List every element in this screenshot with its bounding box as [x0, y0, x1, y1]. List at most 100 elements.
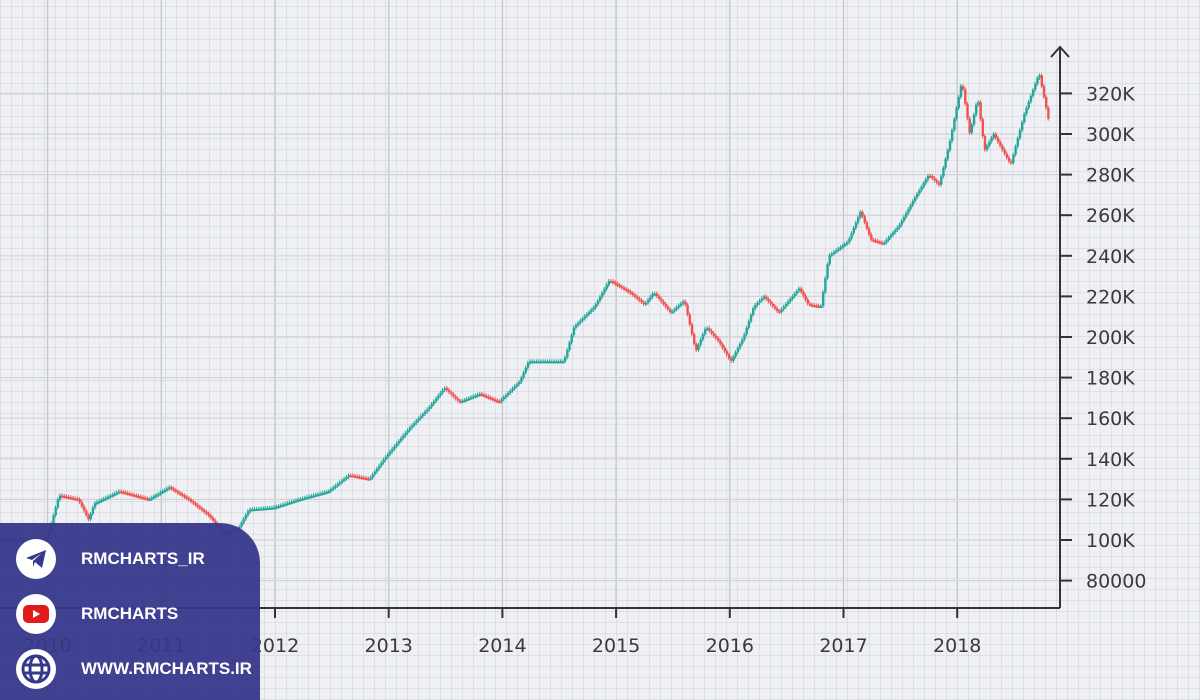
candle-up [830, 253, 834, 256]
candle-up [373, 471, 377, 475]
candle-down [714, 335, 718, 339]
candle-up [535, 361, 538, 364]
candle-up [839, 247, 842, 250]
candle-down [214, 520, 217, 524]
candle-down [695, 343, 698, 350]
website-link[interactable]: WWW.RMCHARTS.IR [16, 649, 252, 689]
candle-up [240, 522, 243, 527]
candle-up [382, 459, 385, 463]
candle-up [887, 237, 890, 241]
candle-up [290, 501, 294, 504]
candle-up [273, 507, 276, 510]
candle-down [771, 303, 775, 307]
candle-up [56, 499, 60, 508]
y-tick-label: 260K [1086, 205, 1135, 227]
candle-up [988, 141, 991, 146]
candle-up [959, 86, 963, 98]
telegram-link[interactable]: RMCHARTS_IR [16, 539, 205, 579]
candle-up [570, 335, 573, 343]
candle-down [710, 330, 713, 334]
candle-up [1018, 130, 1022, 139]
y-tick-label: 160K [1086, 408, 1135, 430]
candle-down [964, 89, 967, 104]
candle-up [594, 304, 597, 308]
candle-down [813, 305, 816, 308]
candle-up [465, 399, 468, 402]
candle-up [334, 485, 337, 488]
candle-up [338, 482, 342, 485]
candle-down [487, 396, 490, 399]
candle-down [996, 137, 1000, 142]
candle-down [61, 495, 64, 498]
candle-up [404, 432, 407, 436]
candle-up [972, 114, 976, 125]
candle-down [999, 141, 1002, 146]
candle-up [738, 343, 742, 349]
candle-up [166, 488, 169, 491]
candle-down [122, 491, 125, 494]
candle-up [98, 500, 101, 503]
candle-up [277, 505, 280, 508]
candle-up [754, 304, 757, 309]
candle-up [579, 320, 582, 323]
candle-up [782, 306, 786, 310]
candle-up [920, 186, 923, 191]
candle-up [406, 430, 409, 433]
candle-down [800, 288, 803, 292]
candle-up [262, 508, 265, 511]
telegram-icon [16, 539, 56, 579]
candle-up [537, 361, 541, 364]
candle-up [393, 446, 396, 449]
candle-down [776, 308, 779, 311]
candle-up [371, 474, 374, 478]
candle-up [675, 307, 678, 310]
candle-up [555, 361, 558, 364]
candle-up [336, 483, 339, 486]
y-tick-label: 240K [1086, 246, 1135, 268]
candle-up [413, 423, 416, 426]
candle-up [408, 427, 412, 431]
candle-up [330, 489, 333, 492]
candle-up [756, 302, 759, 305]
candle-up [266, 508, 270, 511]
candle-up [682, 301, 685, 304]
candle-down [719, 340, 722, 345]
candle-up [244, 515, 248, 519]
candle-down [496, 400, 499, 403]
candle-up [821, 292, 825, 306]
candle-down [135, 495, 138, 498]
candle-down [65, 496, 68, 499]
candle-up [605, 285, 608, 289]
candle-down [131, 494, 134, 497]
candle-up [443, 388, 447, 391]
candle-up [163, 489, 167, 492]
candle-down [623, 287, 626, 290]
candle-down [1010, 161, 1013, 164]
candle-up [347, 475, 350, 478]
candle-up [251, 509, 254, 512]
candle-up [745, 327, 748, 335]
candle-up [159, 492, 162, 495]
candle-up [524, 367, 528, 373]
candle-up [500, 399, 503, 402]
youtube-link[interactable]: RMCHARTS [16, 594, 178, 634]
candle-up [909, 205, 912, 210]
candle-up [905, 213, 908, 217]
candle-up [415, 420, 418, 424]
candle-up [598, 296, 602, 301]
candle-down [367, 478, 370, 481]
candle-down [456, 398, 460, 401]
candle-down [660, 298, 663, 302]
candle-up [1036, 77, 1039, 84]
candle-down [961, 86, 965, 90]
candle-up [585, 314, 589, 317]
candle-up [741, 339, 744, 344]
candle-up [953, 119, 956, 131]
candle-up [264, 508, 267, 511]
candle-down [174, 489, 178, 492]
candle-up [426, 409, 429, 412]
candle-up [531, 361, 534, 364]
candle-up [1038, 75, 1041, 78]
candle-down [616, 283, 619, 286]
candle-up [942, 167, 945, 177]
